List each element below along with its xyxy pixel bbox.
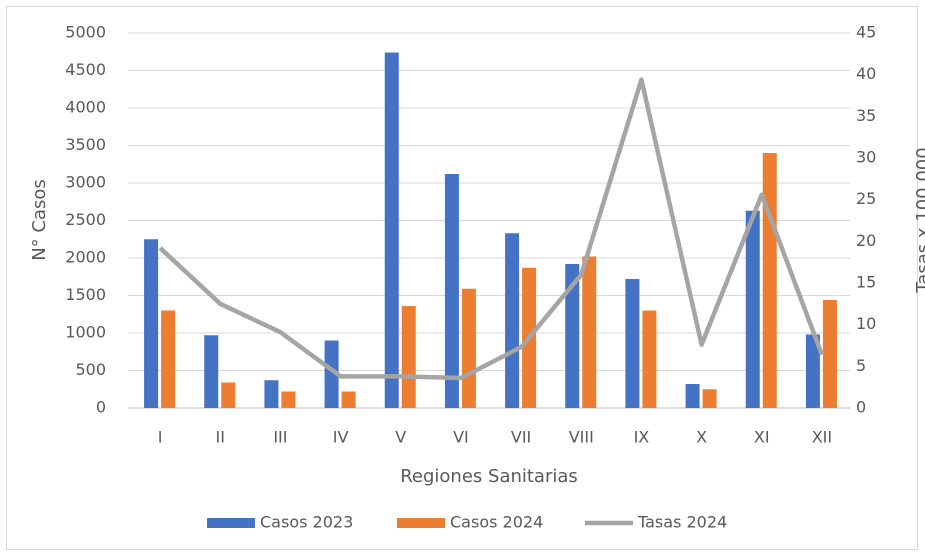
bar bbox=[161, 310, 176, 408]
x-tick-label: I bbox=[158, 428, 163, 447]
bar bbox=[642, 310, 657, 408]
bar bbox=[805, 334, 820, 408]
x-tick-label: XI bbox=[754, 428, 770, 447]
x-tick-label: X bbox=[696, 428, 707, 447]
bar bbox=[264, 380, 279, 408]
x-tick-label: IX bbox=[634, 428, 650, 447]
legend-label: Casos 2023 bbox=[260, 513, 353, 532]
y2-tick-label: 20 bbox=[856, 231, 876, 250]
bar bbox=[565, 264, 580, 408]
bar bbox=[401, 306, 416, 408]
y-tick-label: 2000 bbox=[65, 248, 106, 267]
x-tick-label: IV bbox=[333, 428, 349, 447]
y-axis-title: N° Casos bbox=[29, 179, 50, 261]
bar bbox=[762, 153, 777, 408]
legend-label: Tasas 2024 bbox=[637, 513, 727, 532]
bar bbox=[745, 210, 760, 408]
y-tick-label: 5000 bbox=[65, 23, 106, 42]
x-tick-label: III bbox=[273, 428, 287, 447]
bar bbox=[582, 256, 597, 408]
y-tick-label: 3000 bbox=[65, 173, 106, 192]
y2-tick-label: 0 bbox=[856, 398, 866, 417]
y-tick-label: 4500 bbox=[65, 60, 106, 79]
y2-tick-label: 30 bbox=[856, 148, 876, 167]
bar bbox=[685, 384, 700, 408]
y2-tick-label: 15 bbox=[856, 273, 876, 292]
bar bbox=[822, 300, 837, 408]
x-tick-label: VII bbox=[511, 428, 531, 447]
bar bbox=[281, 391, 296, 408]
x-tick-label: XII bbox=[812, 428, 832, 447]
y2-tick-label: 35 bbox=[856, 106, 876, 125]
y2-tick-label: 10 bbox=[856, 314, 876, 333]
x-tick-label: V bbox=[395, 428, 406, 447]
x-tick-label: VI bbox=[453, 428, 469, 447]
bar bbox=[505, 233, 520, 408]
y2-tick-label: 40 bbox=[856, 64, 876, 83]
y-tick-label: 2500 bbox=[65, 210, 106, 229]
bar bbox=[625, 279, 640, 408]
legend-swatch bbox=[207, 518, 255, 528]
bar bbox=[221, 382, 236, 408]
y-tick-label: 1000 bbox=[65, 323, 106, 342]
y2-tick-label: 45 bbox=[856, 23, 876, 42]
bar bbox=[461, 288, 476, 408]
x-axis-title: Regiones Sanitarias bbox=[400, 466, 578, 487]
bar bbox=[341, 391, 356, 408]
line-series bbox=[158, 77, 825, 381]
y-tick-label: 1500 bbox=[65, 285, 106, 304]
y-tick-label: 500 bbox=[75, 360, 106, 379]
legend-label: Casos 2024 bbox=[450, 513, 543, 532]
y2-axis-title: Tasas x 100.000 bbox=[913, 147, 925, 293]
bar bbox=[384, 52, 399, 408]
x-tick-label: II bbox=[216, 428, 225, 447]
y-tick-label: 3500 bbox=[65, 135, 106, 154]
bar bbox=[444, 174, 459, 408]
x-tick-label: VIII bbox=[569, 428, 594, 447]
y-tick-label: 0 bbox=[96, 398, 106, 417]
y2-tick-label: 25 bbox=[856, 189, 876, 208]
bar bbox=[702, 389, 717, 408]
bar bbox=[324, 340, 339, 408]
legend-swatch bbox=[397, 518, 445, 528]
y2-tick-label: 5 bbox=[856, 356, 866, 375]
bar bbox=[204, 335, 219, 408]
y-tick-label: 4000 bbox=[65, 98, 106, 117]
bar bbox=[144, 239, 159, 408]
